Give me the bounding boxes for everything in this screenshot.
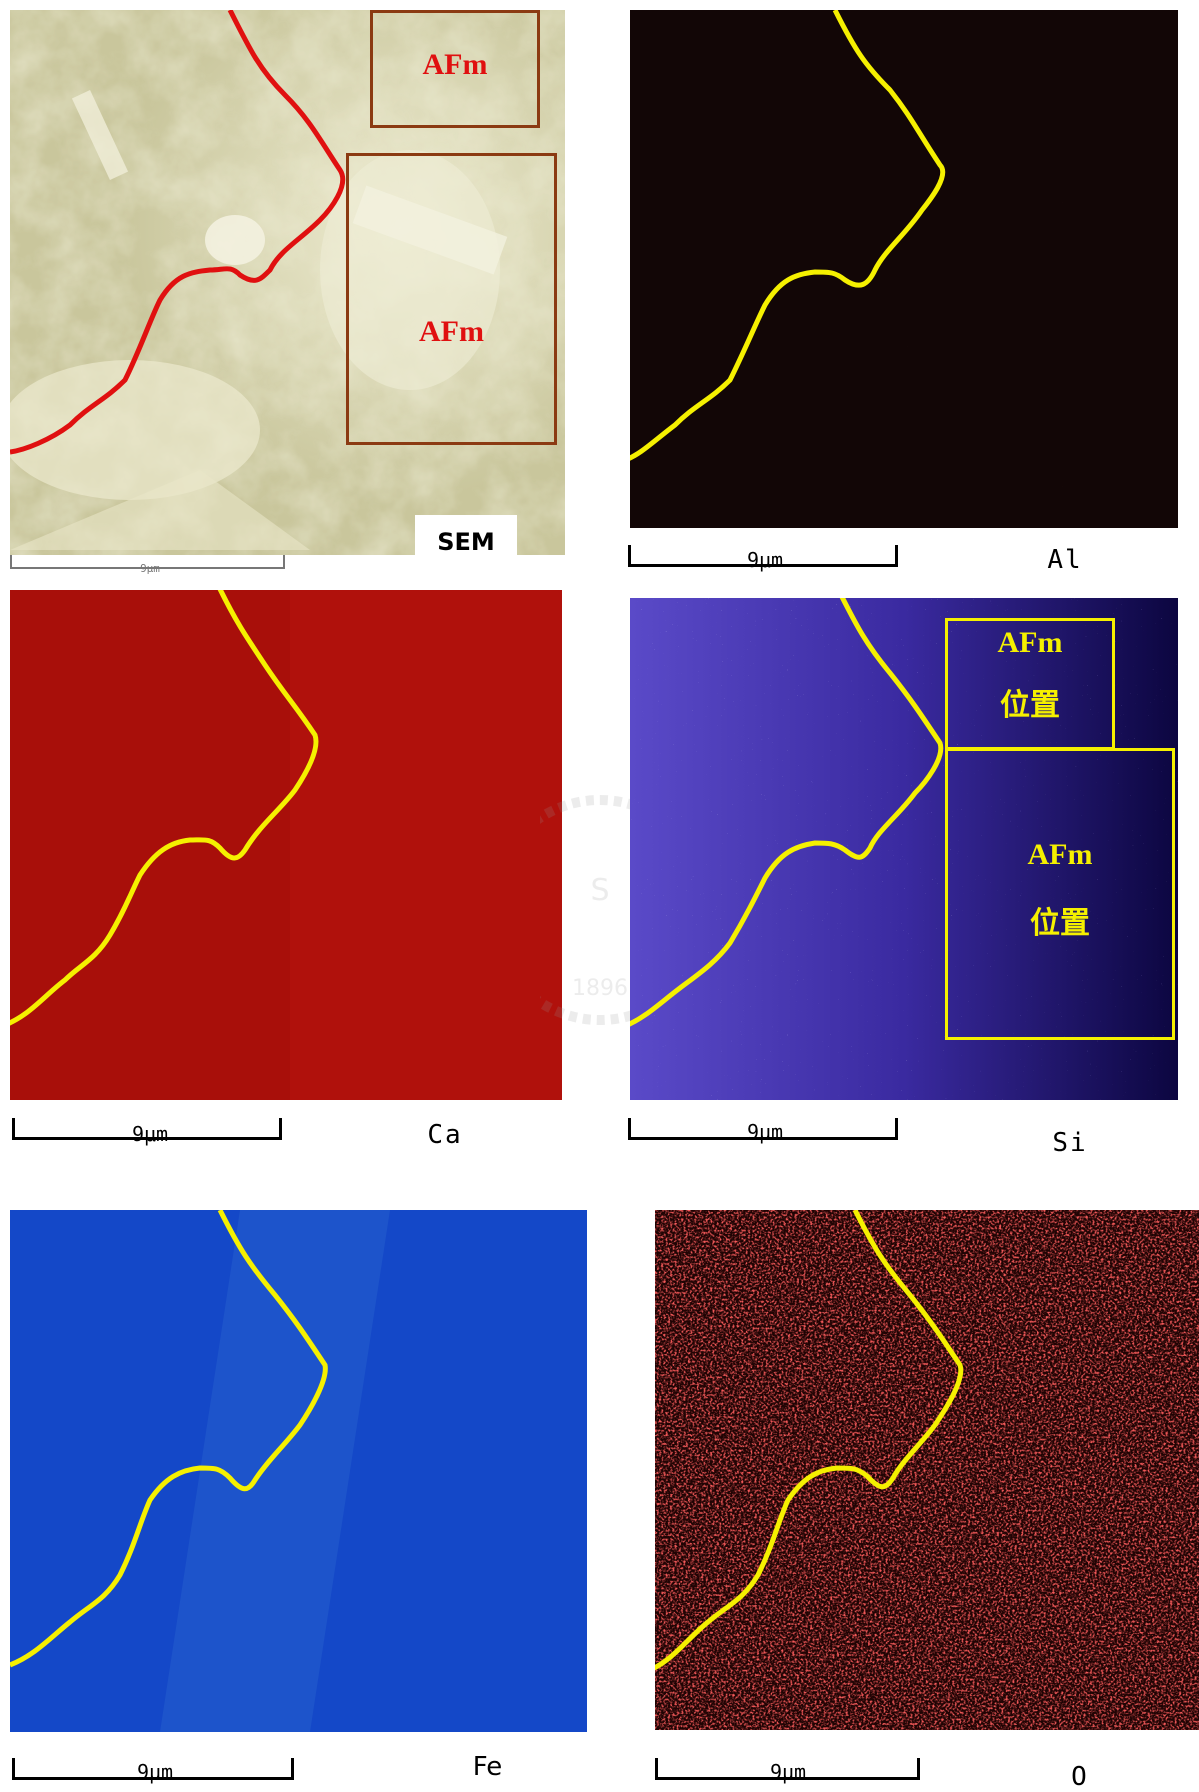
afm-label-bottom: AFm bbox=[419, 315, 484, 348]
al-label: Al bbox=[1047, 545, 1083, 575]
sem-panel: AFm AFm bbox=[10, 10, 565, 555]
si-boundary-line bbox=[630, 598, 944, 1027]
sem-label-box bbox=[415, 515, 517, 560]
o-label: O bbox=[1071, 1762, 1089, 1792]
afm-label-top: AFm bbox=[422, 48, 488, 81]
o-scale-bar bbox=[655, 1758, 920, 1780]
ca-label: Ca bbox=[427, 1120, 463, 1150]
o-boundary-line bbox=[655, 1210, 964, 1671]
fe-map-panel bbox=[10, 1210, 587, 1732]
al-scale-bar bbox=[628, 545, 898, 567]
si-position-label-top: 位置 bbox=[1000, 688, 1060, 723]
grain-boundary-line bbox=[10, 10, 346, 455]
al-map-panel bbox=[630, 10, 1178, 528]
si-map-panel: AFm 位置 AFm 位置 bbox=[630, 598, 1178, 1100]
si-afm-box-bottom bbox=[945, 748, 1175, 1040]
sem-scale-label: 9μm bbox=[140, 562, 160, 575]
si-afm-label-bottom: AFm bbox=[1027, 838, 1093, 871]
si-element-map bbox=[630, 598, 1178, 1100]
si-scale-label: 9μm bbox=[746, 1120, 784, 1144]
afm-box-top bbox=[370, 10, 540, 128]
al-boundary-line bbox=[630, 10, 946, 461]
o-scale-label: 9μm bbox=[769, 1760, 807, 1784]
si-scale-bar bbox=[628, 1118, 898, 1140]
university-watermark: S 1896 bbox=[540, 795, 660, 1025]
fe-label: Fe bbox=[472, 1752, 503, 1782]
fe-element-map bbox=[10, 1210, 587, 1732]
fe-scale-bar bbox=[12, 1758, 294, 1780]
sem-label: SEM bbox=[437, 528, 495, 556]
fe-boundary-line bbox=[10, 1210, 328, 1668]
sem-scale-bar bbox=[10, 555, 285, 569]
si-position-label-bottom: 位置 bbox=[1030, 906, 1090, 941]
svg-text:S: S bbox=[590, 873, 609, 908]
ca-element-map bbox=[10, 590, 562, 1100]
al-element-map bbox=[630, 10, 1178, 528]
o-map-panel bbox=[655, 1210, 1199, 1730]
fe-scale-label: 9μm bbox=[136, 1760, 174, 1784]
svg-text:1896: 1896 bbox=[572, 976, 628, 1001]
ca-scale-bar bbox=[12, 1118, 282, 1140]
si-afm-label-top: AFm bbox=[997, 626, 1063, 659]
ca-boundary-line bbox=[10, 590, 319, 1026]
ca-map-panel bbox=[10, 590, 562, 1100]
o-element-map bbox=[655, 1210, 1199, 1730]
al-scale-label: 9μm bbox=[746, 548, 784, 572]
ca-scale-label: 9μm bbox=[131, 1122, 169, 1146]
si-label: Si bbox=[1052, 1128, 1088, 1158]
afm-box-bottom bbox=[346, 153, 557, 445]
